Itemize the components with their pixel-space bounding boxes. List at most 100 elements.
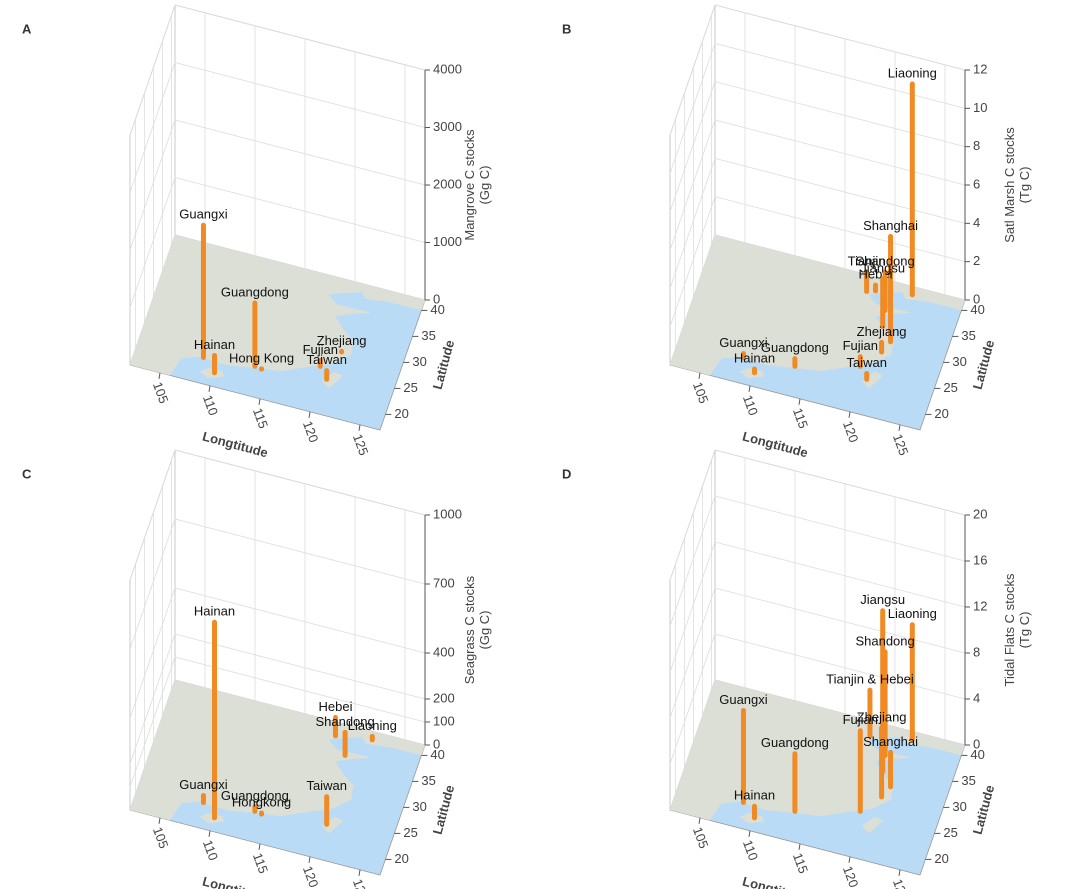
y-tick-label: 20 <box>394 851 408 866</box>
x-tick-label: 125 <box>890 877 912 889</box>
bar-label: Liaoning <box>348 718 397 733</box>
island <box>321 371 344 389</box>
z-axis-label: Tidal Flats C stocks(Tg C) <box>1002 573 1032 686</box>
tick-mark <box>698 372 701 379</box>
z-tick-label: 2 <box>973 253 980 268</box>
x-axis-label: Longtitude <box>741 429 810 461</box>
grid-line <box>129 4 426 136</box>
y-tick-label: 35 <box>961 328 975 343</box>
z-axis-label-line: Seagrass C stocks <box>462 575 477 684</box>
y-axis-label: Latitude <box>430 338 458 391</box>
tick-mark <box>158 817 161 824</box>
panel-letter: A <box>22 21 32 36</box>
z-tick-label: 200 <box>433 690 455 705</box>
y-tick-label: 25 <box>403 380 417 395</box>
grid-line <box>129 177 426 308</box>
grid-line <box>129 633 426 765</box>
bar-label: Guangxi <box>719 335 768 350</box>
z-tick-label: 12 <box>973 598 987 613</box>
x-axis-label: Longtitude <box>201 429 270 461</box>
bar-label: Guangdong <box>761 735 829 750</box>
bar-label: Taiwan <box>306 352 346 367</box>
z-tick-label: 1000 <box>433 506 462 521</box>
z-tick-label: 8 <box>973 138 980 153</box>
bar-label: Zhejiang <box>317 333 367 348</box>
y-tick-label: 30 <box>412 354 426 369</box>
bar-label: Liaoning <box>888 606 937 621</box>
tick-mark <box>898 869 901 876</box>
z-tick-label: 1000 <box>433 234 462 249</box>
panel-letter: D <box>562 466 571 481</box>
bar-label: Hainan <box>194 604 235 619</box>
z-tick-label: 10 <box>973 100 987 115</box>
z-axis-label-line: Mangrove C stocks <box>462 129 477 241</box>
y-tick-label: 40 <box>430 302 444 317</box>
y-tick-label: 20 <box>394 406 408 421</box>
tick-mark <box>308 856 311 863</box>
bar-label: Shanghai <box>863 218 918 233</box>
tick-mark <box>748 830 751 837</box>
x-tick-label: 115 <box>250 406 271 431</box>
bar-label: Guangxi <box>719 692 768 707</box>
bar-label: Hainan <box>734 788 775 803</box>
tick-mark <box>158 372 161 379</box>
bar-label: Zhejiang <box>857 709 907 724</box>
x-tick-label: 120 <box>300 419 322 445</box>
grid-line <box>669 42 966 174</box>
z-axis-label-line: Tidal Flats C stocks <box>1002 573 1017 686</box>
bar-label: Guangxi <box>179 777 228 792</box>
bar-label: Tianjin & Hebei <box>826 672 914 687</box>
z-tick-label: 20 <box>973 506 987 521</box>
x-axis-label: Longtitude <box>201 874 270 889</box>
bar-label: Hongkong <box>232 794 291 809</box>
grid-line <box>129 62 426 193</box>
x-tick-label: 105 <box>690 825 712 851</box>
bar-label: Hong Kong <box>229 350 294 365</box>
z-tick-label: 700 <box>433 575 455 590</box>
y-tick-label: 40 <box>430 747 444 762</box>
bar-label: Guangdong <box>761 340 829 355</box>
z-axis-label-line: (Gg C) <box>477 611 492 650</box>
y-axis-label: Latitude <box>430 783 458 836</box>
y-tick-label: 35 <box>421 328 435 343</box>
bar-label: Shandong <box>855 633 914 648</box>
grid-line <box>669 449 966 581</box>
x-tick-label: 105 <box>150 825 172 851</box>
island <box>861 816 884 834</box>
z-tick-label: 0 <box>973 291 980 306</box>
bar-label: Hainan <box>194 337 235 352</box>
y-tick-label: 20 <box>934 851 948 866</box>
y-tick-label: 30 <box>412 799 426 814</box>
y-axis-label: Latitude <box>970 783 998 836</box>
bar-label: Guangdong <box>221 788 289 803</box>
y-tick-label: 25 <box>943 380 957 395</box>
bar-label: Fujian <box>843 338 878 353</box>
z-axis-label-line: (Tg C) <box>1017 167 1032 204</box>
bar-label: Fujian <box>303 342 338 357</box>
grid-line <box>669 196 966 327</box>
z-tick-label: 0 <box>973 736 980 751</box>
grid-line <box>669 119 966 251</box>
z-tick-label: 0 <box>433 291 440 306</box>
tick-mark <box>258 398 261 405</box>
z-axis-label-line: (Tg C) <box>1017 612 1032 649</box>
tick-mark <box>308 411 311 418</box>
tick-mark <box>698 817 701 824</box>
island <box>861 371 884 389</box>
y-tick-label: 40 <box>970 302 984 317</box>
y-tick-label: 25 <box>403 825 417 840</box>
x-tick-label: 125 <box>350 877 372 889</box>
bar-label: Hebei <box>319 699 353 714</box>
bar-label: Hainan <box>734 350 775 365</box>
z-tick-label: 100 <box>433 713 455 728</box>
x-tick-label: 120 <box>300 864 322 889</box>
z-tick-label: 4000 <box>433 61 462 76</box>
x-axis-label: Longtitude <box>741 874 810 889</box>
bar-label: Taiwan <box>846 355 886 370</box>
tick-mark <box>358 869 361 876</box>
z-axis-label-line: (Gg C) <box>477 166 492 205</box>
x-tick-label: 105 <box>150 380 172 406</box>
grid-line <box>129 656 426 788</box>
panel: 0 100 200 400 700 1000 Seagrass C stocks(Gg C)… <box>22 449 492 889</box>
